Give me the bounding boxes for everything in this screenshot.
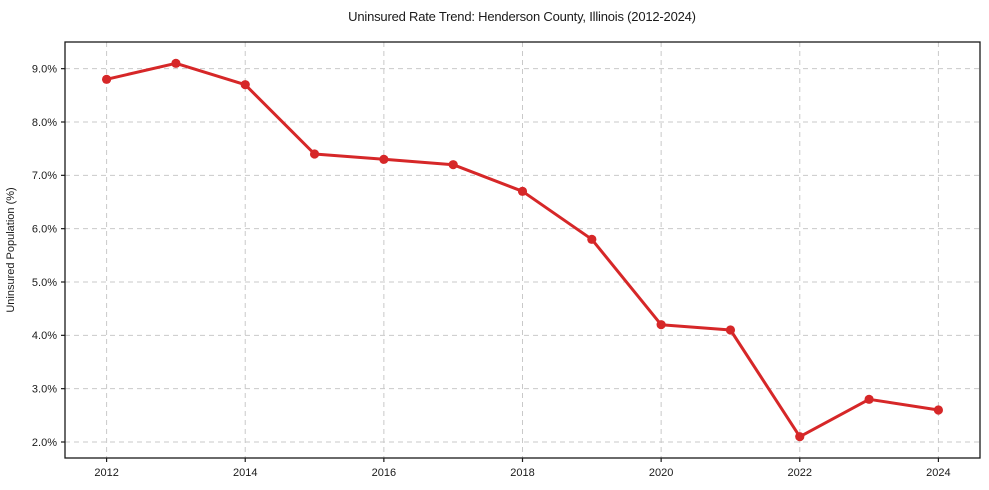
data-point-2022 <box>795 432 805 442</box>
data-point-2016 <box>379 154 389 164</box>
y-tick-label: 2.0% <box>32 437 57 449</box>
data-point-2014 <box>240 80 250 90</box>
y-axis-label: Uninsured Population (%) <box>5 187 17 312</box>
data-point-2019 <box>587 234 597 244</box>
data-point-2024 <box>933 405 944 415</box>
y-tick-label: 3.0% <box>32 383 57 395</box>
y-tick-label: 6.0% <box>32 223 57 235</box>
x-tick-label: 2024 <box>926 467 950 479</box>
y-tick-label: 7.0% <box>32 170 57 182</box>
axis-layer: 2.0% 3.0% 4.0% 5.0% 6.0% 7.0% 8.0% 9.0% 2012 2014… <box>32 41 981 479</box>
x-tick-label: 2014 <box>233 467 257 479</box>
x-tick-label: 2018 <box>510 467 534 479</box>
data-point-2013 <box>171 58 181 68</box>
data-point-2012 <box>101 74 112 84</box>
data-point-2023 <box>864 394 874 404</box>
x-tick-label: 2022 <box>788 467 812 479</box>
data-point-2015 <box>309 149 320 159</box>
data-point-2018 <box>517 186 528 196</box>
y-tick-label: 5.0% <box>32 277 57 289</box>
y-tick-label: 8.0% <box>32 117 57 129</box>
series-layer <box>101 58 944 442</box>
x-tick-label: 2020 <box>649 467 673 479</box>
data-point-2017 <box>448 160 458 170</box>
x-tick-label: 2016 <box>372 467 396 479</box>
x-tick-label: 2012 <box>94 467 118 479</box>
grid-layer <box>65 42 980 458</box>
data-point-2021 <box>725 325 736 335</box>
chart-title: Uninsured Rate Trend: Henderson County, … <box>348 9 696 24</box>
y-tick-label: 9.0% <box>32 63 57 75</box>
y-tick-label: 4.0% <box>32 330 57 342</box>
data-point-2020 <box>656 320 666 330</box>
